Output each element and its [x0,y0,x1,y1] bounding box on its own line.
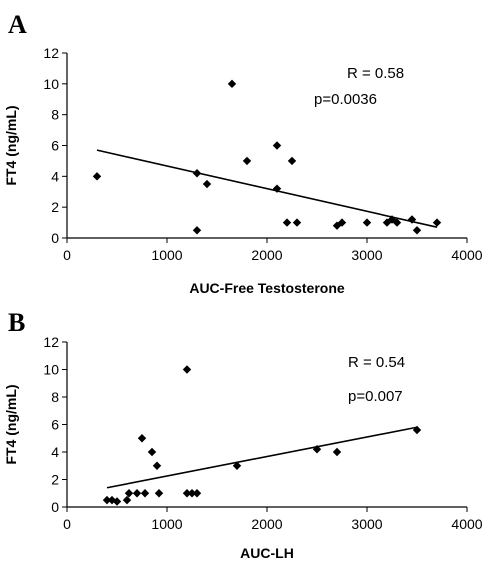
data-point [242,156,252,166]
data-point [137,434,147,443]
data-point [272,184,282,193]
data-point [152,461,162,470]
data-point [332,447,342,457]
y-tick-label: 12 [43,334,59,350]
x-axis-title: AUC-Free Testosterone [189,280,345,296]
data-point [292,218,302,227]
x-tick-label: 2000 [251,516,282,532]
data-point [287,156,297,166]
data-point [192,489,202,498]
data-point [102,495,112,505]
x-tick-label: 4000 [451,247,482,263]
scatter-chart-b: 0 2 4 6 8 10 12 0 1000 2000 3000 4000 AUC-LH FT4 (ng/… [3,334,483,561]
data-point [362,218,372,227]
data-point [112,497,122,506]
data-point [132,489,142,498]
data-point [192,226,202,235]
x-tick-label: 1000 [151,247,182,263]
data-point [412,226,422,235]
x-tick-label: 0 [63,516,71,532]
data-point [312,445,322,454]
data-point [432,218,442,227]
data-point [272,141,282,150]
y-tick-label: 4 [51,444,59,460]
x-tick-label: 2000 [251,247,282,263]
r-value-label: R = 0.54 [348,354,405,371]
data-point [124,489,134,498]
data-point [412,425,422,435]
panel-label-a: A [8,10,27,39]
data-point [92,172,102,181]
data-point [227,79,237,89]
y-tick-label: 8 [51,107,59,123]
data-point [154,489,164,498]
y-tick-label: 2 [51,472,59,488]
data-point [192,169,202,178]
data-point [122,495,132,505]
trend-line [96,149,438,228]
x-tick-label: 4000 [451,516,482,532]
chart-panel-a: A 0 2 4 6 8 10 12 0 1000 2000 3000 4000 AUC-Free Tes… [3,10,483,297]
y-tick-label: 6 [51,138,59,154]
x-tick-label: 1000 [151,516,182,532]
p-value-label: p=0.007 [348,388,403,405]
data-point [387,215,397,224]
data-point [407,215,417,224]
data-point [232,461,242,470]
y-tick-label: 12 [43,45,59,61]
data-point [182,489,192,498]
chart-panel-b: B 0 2 4 6 8 10 12 0 1000 2000 3000 4000 AUC-LH FT4 (n… [0,300,493,564]
y-tick-label: 10 [43,76,59,92]
y-tick-label: 10 [43,362,59,378]
x-tick-label: 0 [63,247,71,263]
p-value-label: p=0.0036 [314,91,377,108]
data-point [282,218,292,227]
y-tick-label: 6 [51,417,59,433]
y-axis-title: FT4 (ng/mL) [3,105,19,185]
y-axis-title: FT4 (ng/mL) [3,384,19,464]
trend-line [106,426,418,489]
data-point [182,365,192,374]
x-tick-label: 3000 [351,247,382,263]
data-point [140,489,150,498]
x-axis-title: AUC-LH [240,545,294,561]
data-point [147,447,157,457]
data-point [392,218,402,227]
panel-label-b: B [8,308,26,337]
y-tick-label: 2 [51,199,59,215]
x-tick-label: 3000 [351,516,382,532]
data-point [187,489,197,498]
scatter-chart-a: 0 2 4 6 8 10 12 0 1000 2000 3000 4000 AUC-Free Testo… [3,45,483,296]
data-point [107,495,117,505]
y-tick-label: 0 [51,499,59,515]
y-tick-label: 4 [51,168,59,184]
data-point [202,179,212,189]
y-tick-label: 8 [51,389,59,405]
data-point [337,218,347,227]
y-tick-label: 0 [51,230,59,246]
r-value-label: R = 0.58 [347,65,404,82]
